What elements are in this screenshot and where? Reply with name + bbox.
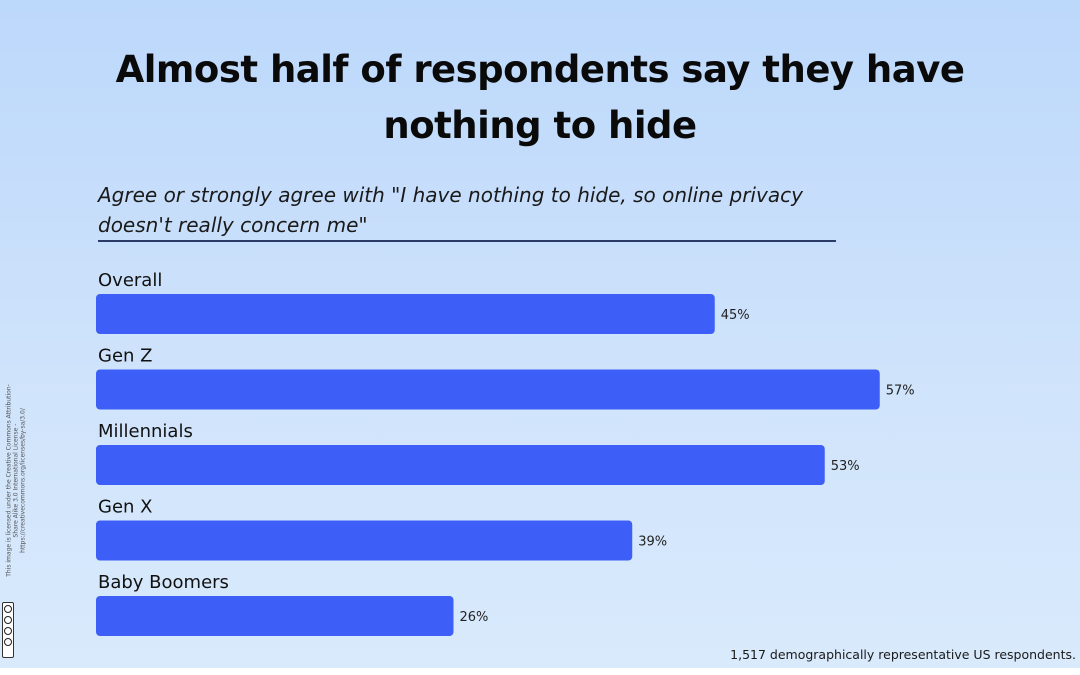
value-label: 57% [886, 384, 915, 399]
creative-commons-icon [2, 602, 14, 658]
category-label: Millennials [98, 421, 193, 442]
value-label: 45% [721, 308, 750, 323]
value-label: 26% [460, 610, 489, 625]
category-label: Overall [98, 270, 162, 291]
bar [96, 445, 825, 485]
category-label: Gen X [98, 497, 152, 518]
bar [96, 520, 633, 561]
bar [96, 294, 715, 334]
subtitle-divider [98, 240, 836, 242]
footnote: 1,517 demographically representative US … [730, 647, 1076, 662]
chart-subtitle: Agree or strongly agree with "I have not… [98, 183, 803, 237]
license-text: This image is licensed under the Creativ… [5, 384, 27, 577]
value-label: 39% [638, 535, 667, 550]
value-label: 53% [831, 459, 860, 474]
category-label: Gen Z [98, 346, 152, 367]
category-label: Baby Boomers [98, 572, 229, 593]
bottom-strip [0, 668, 1080, 675]
bar [96, 596, 454, 636]
chart-title: Almost half of respondents say they have… [115, 48, 965, 147]
bar [96, 369, 880, 410]
